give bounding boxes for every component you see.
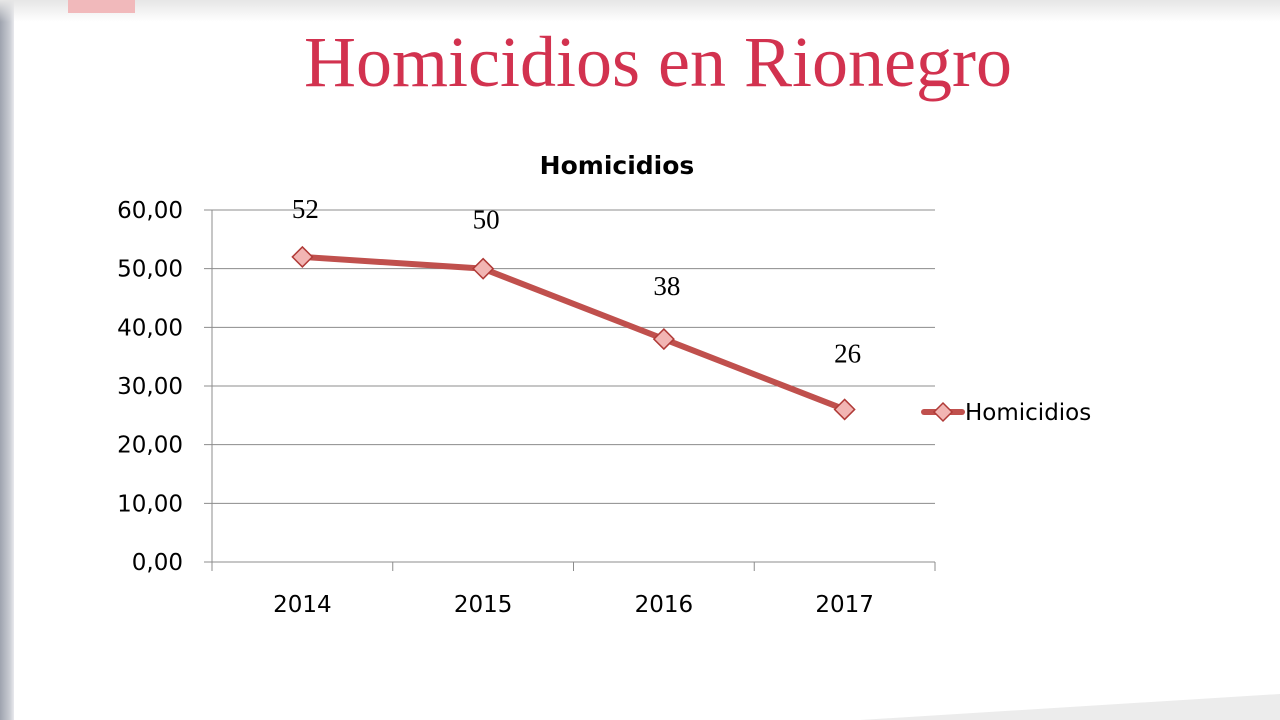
chart-legend: Homicidios — [921, 400, 1091, 426]
data-label: 26 — [834, 338, 861, 368]
data-label: 52 — [292, 194, 319, 224]
y-tick-label: 40,00 — [117, 315, 183, 341]
slide-left-edge — [0, 0, 14, 720]
x-tick-label: 2015 — [454, 592, 513, 618]
legend-diamond-icon — [932, 401, 954, 423]
y-tick-label: 0,00 — [132, 550, 183, 576]
diamond-marker — [472, 257, 495, 280]
x-tick-label: 2017 — [815, 592, 874, 618]
chart-title: Homicidios — [540, 151, 695, 180]
chart-axes — [211, 210, 936, 571]
x-axis-ticks: 2014 2015 2016 2017 — [273, 592, 874, 618]
series-line — [299, 253, 848, 413]
y-axis-ticks: 0,00 10,00 20,00 30,00 40,00 50,00 60,00 — [117, 198, 183, 576]
y-tick-label: 50,00 — [117, 257, 183, 283]
diamond-marker — [833, 398, 856, 421]
diamond-marker — [652, 328, 675, 351]
data-labels: 52 50 38 26 — [292, 194, 861, 369]
y-tick-label: 10,00 — [117, 491, 183, 517]
slide-top-shade — [0, 0, 1280, 22]
y-tick-label: 60,00 — [117, 198, 183, 224]
y-tick-label: 30,00 — [117, 374, 183, 400]
slide-corner-tab — [68, 0, 135, 13]
data-label: 50 — [473, 205, 500, 235]
chart-gridlines — [204, 209, 935, 563]
data-label: 38 — [653, 271, 680, 301]
x-tick-label: 2014 — [273, 592, 332, 618]
legend-label: Homicidios — [965, 400, 1091, 426]
diamond-marker — [291, 245, 314, 268]
y-tick-label: 20,00 — [117, 433, 183, 459]
slide-title: Homicidios en Rionegro — [304, 22, 1012, 102]
x-tick-label: 2016 — [635, 592, 694, 618]
chart-series — [291, 245, 856, 421]
page-corner-fold — [860, 694, 1280, 720]
